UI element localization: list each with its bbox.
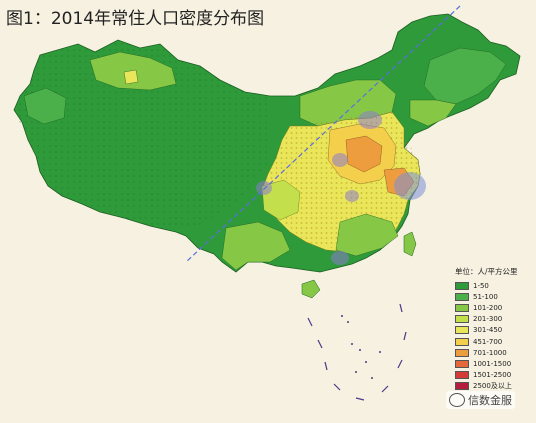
legend-item: 1501-2500 bbox=[455, 370, 533, 381]
northwest-texture bbox=[14, 40, 270, 226]
northeast-liaoning bbox=[409, 99, 457, 127]
legend-swatch bbox=[455, 303, 469, 312]
wechat-icon bbox=[449, 393, 465, 407]
legend-label: 101-200 bbox=[473, 303, 503, 312]
legend-swatch bbox=[455, 371, 469, 380]
legend-label: 701-1000 bbox=[473, 348, 507, 357]
legend-item: 451-700 bbox=[455, 336, 533, 347]
legend-swatch bbox=[455, 337, 469, 346]
legend-swatch bbox=[455, 348, 469, 357]
south-china-sea-islands bbox=[341, 315, 381, 379]
legend-item: 201-300 bbox=[455, 314, 533, 325]
legend-swatch bbox=[455, 281, 469, 290]
yunnan-guizhou-region bbox=[221, 221, 291, 271]
legend-item: 101-200 bbox=[455, 302, 533, 313]
shanghai-city-halo bbox=[394, 172, 426, 200]
taiwan-island bbox=[403, 231, 417, 257]
legend-rows: 1-50 51-100 101-200 201-300 301-450 451-700 70… bbox=[455, 280, 533, 392]
legend-item: 2500及以上 bbox=[455, 381, 533, 392]
legend-swatch bbox=[455, 315, 469, 324]
henan-shandong-core bbox=[345, 135, 383, 173]
xinjiang-urumqi-area bbox=[123, 69, 139, 85]
legend-swatch bbox=[455, 326, 469, 335]
legend-title: 单位：人/平方公里 bbox=[455, 267, 518, 276]
legend-label: 1001-1500 bbox=[473, 359, 512, 368]
xinjiang-west-region bbox=[23, 87, 67, 125]
hu-line bbox=[185, 5, 461, 263]
legend-label: 201-300 bbox=[473, 315, 503, 324]
chengdu-city-halo bbox=[256, 181, 272, 195]
legend-label: 1-50 bbox=[473, 281, 489, 290]
watermark: 信数金服 bbox=[446, 391, 515, 409]
map-title: 图1：2014年常住人口密度分布图 bbox=[6, 9, 265, 29]
legend-label: 51-100 bbox=[473, 292, 498, 301]
beijing-city-halo bbox=[358, 111, 382, 129]
northeast-plain bbox=[423, 47, 507, 105]
legend-item: 701-1000 bbox=[455, 347, 533, 358]
hainan-island bbox=[301, 279, 321, 299]
watermark-text: 信数金服 bbox=[468, 394, 512, 407]
southeast-hills bbox=[335, 213, 399, 257]
legend-swatch bbox=[455, 382, 469, 391]
guangzhou-city-halo bbox=[331, 251, 349, 265]
legend-item: 1-50 bbox=[455, 280, 533, 291]
legend-label: 1501-2500 bbox=[473, 371, 512, 380]
legend-label: 2500及以上 bbox=[473, 382, 512, 391]
legend-item: 51-100 bbox=[455, 291, 533, 302]
legend-swatch bbox=[455, 359, 469, 368]
hangzhou-city-halo bbox=[345, 190, 359, 202]
legend-label: 301-450 bbox=[473, 326, 503, 335]
legend-label: 451-700 bbox=[473, 337, 503, 346]
legend-item: 1001-1500 bbox=[455, 358, 533, 369]
legend-swatch bbox=[455, 292, 469, 301]
density-legend: 单位：人/平方公里 1-50 51-100 101-200 201-300 301-45… bbox=[455, 266, 533, 392]
legend-item: 301-450 bbox=[455, 325, 533, 336]
wuhan-city-halo bbox=[332, 153, 348, 167]
south-china-sea-boundary bbox=[307, 303, 407, 401]
